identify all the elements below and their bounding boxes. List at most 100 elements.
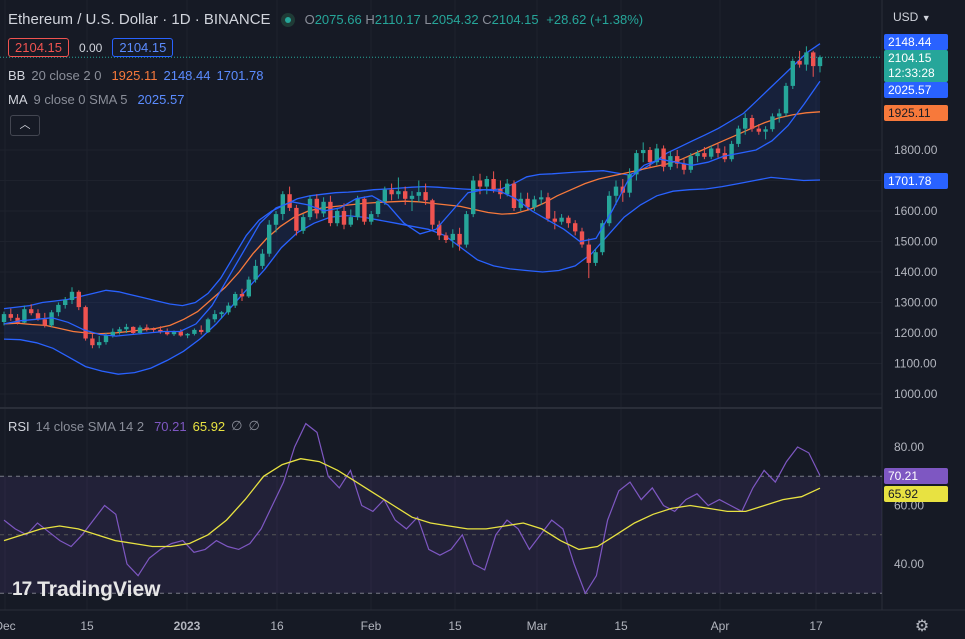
- candle-body: [199, 329, 204, 332]
- price-tick-label: 1400.00: [894, 265, 938, 279]
- candle-body: [335, 211, 340, 224]
- rsi-sma-line: [3, 458, 821, 551]
- high-value: 2110.17: [374, 12, 421, 27]
- candle-body: [736, 128, 741, 144]
- candle-body: [709, 148, 714, 157]
- rsi-value: 70.21: [154, 418, 187, 434]
- last-price-value: 2104.15: [888, 51, 932, 65]
- close-label: C: [482, 12, 492, 27]
- candle-body: [348, 217, 353, 225]
- candle-body: [627, 174, 632, 193]
- candle-body: [260, 253, 265, 266]
- candle-body: [287, 194, 292, 208]
- tradingview-wordmark: TradingView: [37, 578, 161, 601]
- candle-body: [423, 192, 428, 201]
- bollinger-lower-line: [3, 176, 821, 375]
- candle-body: [525, 198, 530, 208]
- candle-body: [695, 153, 700, 157]
- ma-params: 9 close 0 SMA 5: [33, 92, 128, 107]
- candle-body: [15, 317, 20, 323]
- bb-basis-value: 1925.11: [111, 68, 158, 83]
- change-value: +28.62 (+1.38%): [546, 12, 644, 27]
- candle-body: [593, 252, 598, 263]
- candle-body: [29, 309, 34, 314]
- gear-icon[interactable]: ⚙: [915, 616, 929, 635]
- time-tick-label: Feb: [361, 619, 382, 633]
- rsi-axis-labels[interactable]: 40.00 60.00 80.00: [894, 440, 924, 571]
- collapse-legend-button[interactable]: ︿: [10, 115, 40, 136]
- candle-body: [702, 153, 707, 157]
- candle-body: [49, 312, 54, 326]
- candle-body: [328, 201, 333, 224]
- rsi-name: RSI: [8, 418, 30, 434]
- candle-body: [171, 331, 177, 335]
- ma-value: 2025.57: [137, 92, 185, 107]
- chevron-up-icon: ︿: [19, 119, 31, 131]
- candle-body: [301, 217, 306, 231]
- time-tick-label: Dec: [0, 619, 16, 633]
- currency-selector[interactable]: USD ▼: [893, 10, 931, 24]
- rsi-sma-badge: 65.92: [884, 486, 948, 502]
- candle-body: [341, 211, 347, 225]
- candle-body: [566, 217, 571, 224]
- price-tick-label: 1800.00: [894, 143, 938, 157]
- time-tick-label: 17: [809, 619, 823, 633]
- candle-body: [144, 327, 149, 329]
- candle-body: [76, 291, 81, 308]
- ma-legend[interactable]: MA 9 close 0 SMA 5 2025.57: [8, 92, 184, 107]
- candle-body: [416, 192, 421, 196]
- candle-body: [511, 183, 517, 208]
- price-axis-labels[interactable]: 1000.00 1100.00 1200.00 1300.00 1400.00 1500.…: [894, 143, 938, 401]
- bb-legend[interactable]: BB 20 close 2 0 1925.11 2148.44 1701.78: [8, 68, 263, 83]
- tradingview-logo[interactable]: 17 TradingView: [12, 578, 160, 602]
- candle-body: [69, 291, 75, 300]
- last-price-badge: 2104.15 12:33:28: [884, 50, 948, 82]
- candle-body: [158, 329, 163, 332]
- symbol-title[interactable]: Ethereum / U.S. Dollar · 1D · BINANCE: [8, 11, 271, 28]
- candle-body: [430, 200, 435, 225]
- candle-body: [8, 314, 13, 318]
- candle-body: [457, 233, 462, 245]
- high-label: H: [365, 12, 375, 27]
- rsi-tick-label: 80.00: [894, 440, 924, 454]
- bb-lower-badge: 1701.78: [884, 173, 948, 189]
- price-tick-label: 1600.00: [894, 204, 938, 218]
- candle-body: [559, 217, 564, 222]
- candle-body: [253, 265, 258, 280]
- candle-body: [634, 153, 639, 175]
- candle-body: [137, 327, 143, 333]
- sell-button[interactable]: 2104.15: [8, 38, 69, 57]
- candle-body: [654, 148, 659, 163]
- candle-body: [518, 198, 523, 208]
- rsi-legend[interactable]: RSI 14 close SMA 14 2 70.21 65.92 ∅ ∅: [8, 418, 260, 434]
- candle-body: [505, 183, 510, 195]
- currency-label: USD: [893, 10, 919, 24]
- candle-body: [246, 279, 251, 297]
- candle-body: [715, 148, 721, 154]
- candle-body: [647, 150, 653, 163]
- bollinger-upper-line: [3, 43, 821, 310]
- rsi-na-2: ∅: [248, 418, 260, 433]
- candle-body: [756, 128, 761, 132]
- candlestick-series: [1, 46, 823, 349]
- candle-body: [579, 231, 585, 245]
- chevron-down-icon: ▼: [921, 13, 931, 23]
- price-tick-label: 1200.00: [894, 326, 938, 340]
- candle-body: [770, 116, 775, 130]
- candle-body: [552, 218, 557, 222]
- time-axis-labels[interactable]: Dec 15 2023 16 Feb 15 Mar 15 Apr 17: [0, 619, 823, 633]
- candle-body: [811, 52, 816, 67]
- candle-body: [675, 156, 680, 164]
- candle-body: [409, 195, 415, 199]
- candle-body: [484, 179, 489, 187]
- rsi-sma-value: 65.92: [192, 418, 226, 434]
- candle-body: [35, 313, 41, 320]
- ma-badge: 2025.57: [884, 82, 948, 98]
- buy-button[interactable]: 2104.15: [112, 38, 174, 57]
- price-tick-label: 1000.00: [894, 387, 938, 401]
- bb-name: BB: [8, 68, 26, 83]
- price-tick-label: 1300.00: [894, 296, 938, 310]
- time-tick-label: Mar: [527, 619, 548, 633]
- candle-body: [212, 314, 217, 320]
